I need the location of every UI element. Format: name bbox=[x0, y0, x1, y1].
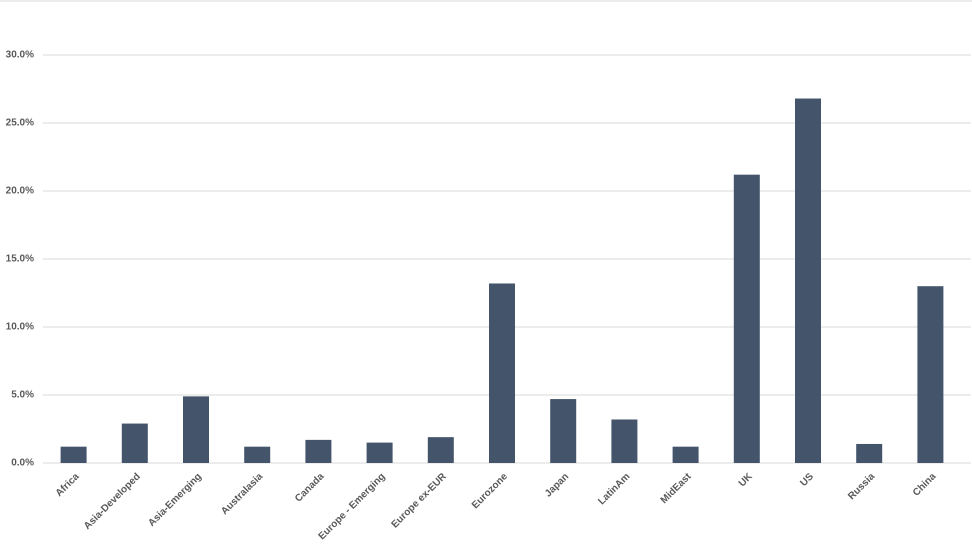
x-tick-label: Asia-Developed bbox=[82, 471, 143, 532]
bar bbox=[427, 437, 454, 463]
y-tick-label: 20.0% bbox=[6, 186, 34, 197]
bar bbox=[121, 423, 148, 463]
bar bbox=[917, 286, 944, 463]
bar bbox=[550, 399, 577, 463]
bar bbox=[795, 98, 821, 464]
bar bbox=[733, 174, 760, 463]
bar bbox=[305, 439, 332, 463]
bar bbox=[672, 446, 699, 463]
x-tick-label: MidEast bbox=[659, 471, 694, 506]
x-tick-label: Russia bbox=[846, 471, 877, 502]
bar bbox=[856, 443, 883, 463]
x-tick-label: Africa bbox=[54, 471, 82, 499]
x-tick-label: Japan bbox=[543, 471, 571, 499]
bar bbox=[183, 396, 209, 463]
bar bbox=[366, 442, 393, 463]
y-tick-label: 30.0% bbox=[6, 50, 34, 61]
bar bbox=[60, 446, 87, 463]
x-tick-label: Canada bbox=[293, 471, 327, 505]
x-tick-label: US bbox=[798, 471, 816, 489]
bar bbox=[489, 283, 515, 463]
x-tick-label: Eurozone bbox=[470, 471, 510, 511]
x-tick-label: China bbox=[911, 471, 939, 499]
y-tick-label: 5.0% bbox=[11, 390, 34, 401]
x-tick-label: LatinAm bbox=[596, 471, 632, 507]
y-tick-label: 15.0% bbox=[6, 254, 34, 265]
y-tick-label: 10.0% bbox=[6, 322, 34, 333]
x-tick-label: Asia-Emerging bbox=[146, 471, 204, 529]
x-tick-label: Europe - Emerging bbox=[317, 471, 388, 542]
bar bbox=[611, 419, 638, 463]
x-tick-label: Europe ex-EUR bbox=[390, 471, 450, 531]
y-tick-label: 0.0% bbox=[11, 458, 34, 469]
x-tick-label: Australasia bbox=[219, 471, 265, 517]
bar bbox=[244, 446, 271, 463]
x-tick-label: UK bbox=[737, 471, 756, 490]
y-tick-label: 25.0% bbox=[6, 118, 34, 129]
